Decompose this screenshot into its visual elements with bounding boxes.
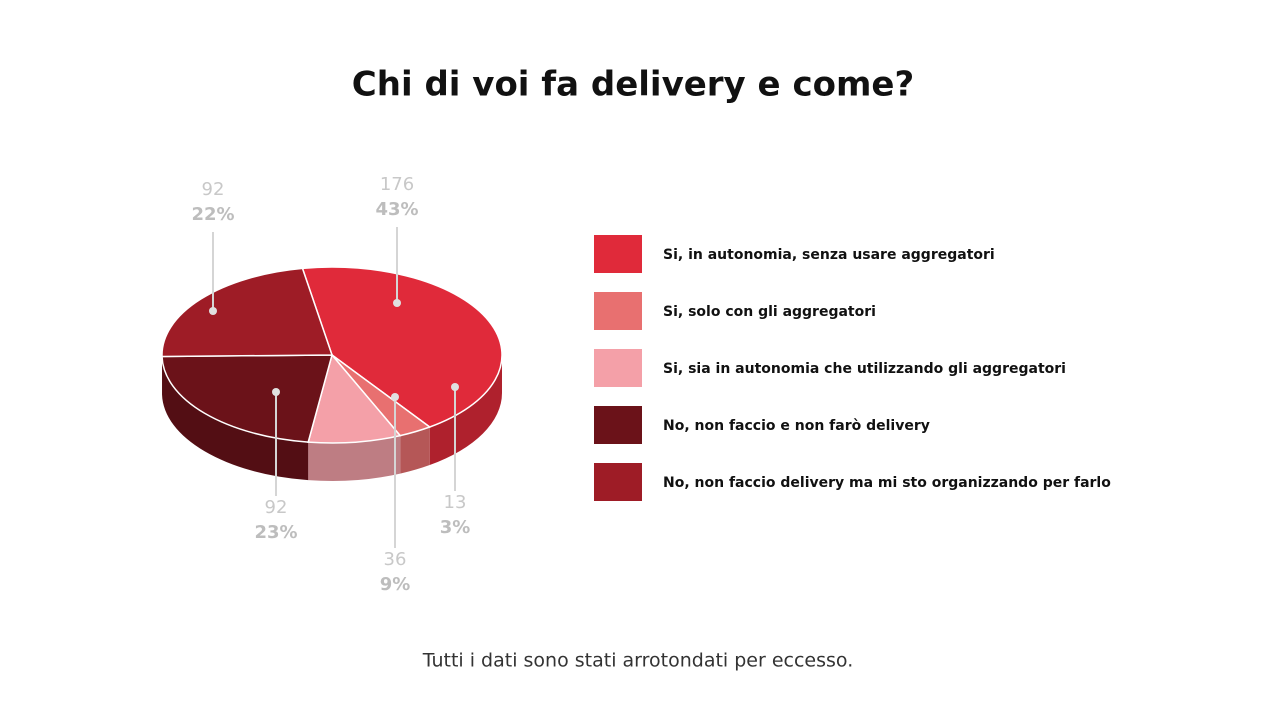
data-label-percent: 23%	[254, 522, 297, 543]
data-label-percent: 3%	[440, 517, 471, 538]
legend-swatch	[594, 349, 642, 387]
legend-label: No, non faccio e non farò delivery	[663, 418, 930, 434]
legend-label: Si, solo con gli aggregatori	[663, 304, 876, 320]
leader-dot	[451, 383, 459, 391]
legend-swatch	[594, 292, 642, 330]
slice	[161, 267, 334, 358]
legend-label: Si, sia in autonomia che utilizzando gli…	[663, 361, 1066, 377]
legend-swatch	[594, 406, 642, 444]
data-label-percent: 22%	[191, 204, 234, 225]
legend-swatch	[594, 463, 642, 501]
slice-side	[162, 356, 309, 481]
data-label-count: 92	[265, 497, 288, 518]
data-label-percent: 9%	[380, 574, 411, 595]
slice	[307, 353, 402, 444]
legend-label: No, non faccio delivery ma mi sto organi…	[663, 475, 1111, 491]
leader-dot	[272, 388, 280, 396]
data-label-count: 176	[380, 174, 414, 195]
slice-side	[308, 435, 401, 481]
leader-dot	[391, 393, 399, 401]
leader-dot	[393, 299, 401, 307]
footnote: Tutti i dati sono stati arrotondati per …	[422, 650, 854, 672]
legend-label: Si, in autonomia, senza usare aggregator…	[663, 247, 995, 263]
slice-side	[400, 427, 430, 474]
data-label-percent: 43%	[375, 199, 418, 220]
chart-title: Chi di voi fa delivery e come?	[352, 65, 914, 105]
data-label-count: 36	[384, 549, 407, 570]
data-label-count: 13	[444, 492, 467, 513]
legend-swatch	[594, 235, 642, 273]
slice	[161, 354, 333, 443]
data-label-count: 92	[202, 179, 225, 200]
leader-dot	[209, 307, 217, 315]
